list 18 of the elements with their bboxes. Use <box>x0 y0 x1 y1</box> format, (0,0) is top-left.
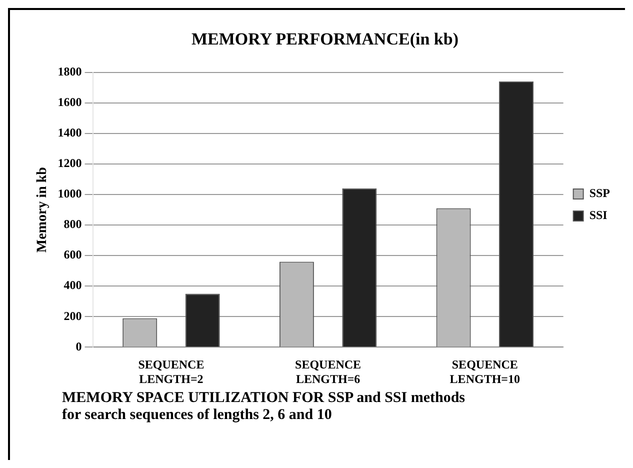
text: MEMORY SPACE UTILIZATION FOR SSP and SSI methods for search sequences of lengths 2, 6 and 10 <box>62 390 466 424</box>
y-tick-label: 200 <box>64 308 82 323</box>
y-axis-title: Memory in kb <box>35 166 50 253</box>
y-tick-label: 0 <box>76 339 82 354</box>
legend-label: SSI <box>589 208 608 222</box>
x-tick-label: SEQUENCE LENGTH=10 <box>450 357 520 386</box>
y-tick-label: 600 <box>64 248 82 262</box>
y-tick-label: 1800 <box>58 64 82 78</box>
chart-title: MEMORY PERFORMANCE(in kb) <box>192 30 458 49</box>
y-tick-label: 800 <box>64 217 82 232</box>
y-tick-label: 1000 <box>58 186 82 201</box>
x-tick-label: SEQUENCE LENGTH=6 <box>295 357 362 386</box>
y-tick-label: 1200 <box>58 156 82 170</box>
legend-label: SSP <box>589 186 610 200</box>
y-tick-label: 1600 <box>58 95 82 110</box>
x-tick-label: SEQUENCE LENGTH=2 <box>138 357 204 386</box>
y-tick-label: 400 <box>64 278 82 292</box>
y-tick-label: 1400 <box>58 126 82 140</box>
